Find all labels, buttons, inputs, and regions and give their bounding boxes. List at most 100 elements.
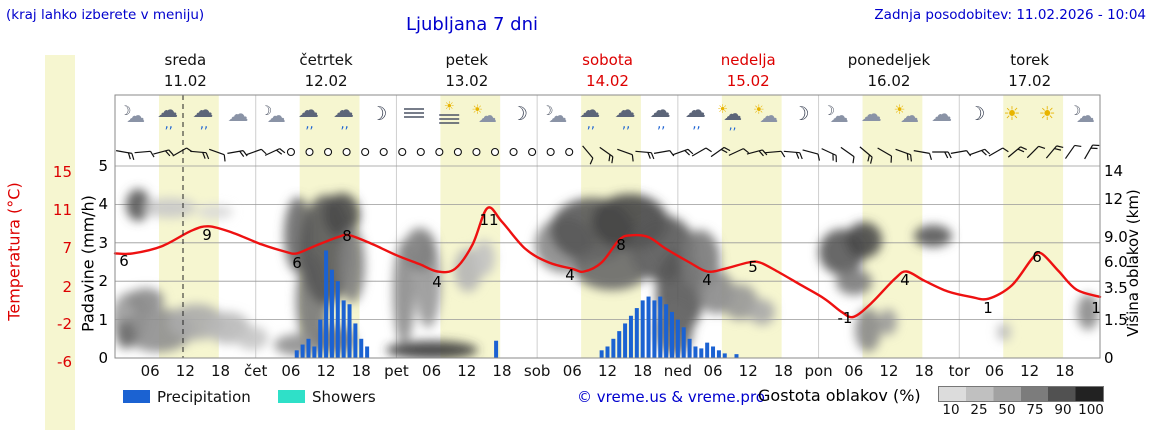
last-updated: Zadnja posodobitev: 11.02.2026 - 10:04 (874, 7, 1146, 23)
day-date: 16.02 (867, 72, 911, 90)
day-date: 14.02 (586, 72, 629, 90)
wind-barbs-row (116, 144, 1100, 165)
temp-value-label: -1 (838, 309, 853, 327)
rain-icon: ☁,, (615, 98, 636, 132)
temp-value-label: 4 (432, 273, 442, 291)
temp-value-label: 6 (119, 252, 129, 270)
x-tick-label: pet (384, 362, 409, 380)
moon-icon: ☽ (511, 103, 528, 125)
svg-text:☽: ☽ (120, 104, 132, 119)
cloud-density-label: Gostota oblakov (%) (758, 386, 921, 405)
temp-value-labels: 6 9 6 8 4 11 4 8 4 5 -1 4 1 6 1 (119, 211, 1101, 327)
cloud-icon: ☁ (931, 102, 952, 126)
svg-text:☽: ☽ (260, 104, 272, 119)
calm-wind-icon (342, 147, 351, 157)
wind-barb-icon (765, 150, 786, 158)
day-date: 17.02 (1008, 72, 1052, 90)
showers-legend-label: Showers (312, 388, 376, 406)
wind-barb-icon (653, 150, 675, 157)
sun-cloud-icon: ☀☁ (894, 103, 919, 127)
temp-value-label: 5 (748, 258, 758, 276)
temp-value-label: 1 (1091, 299, 1101, 317)
calm-wind-icon (323, 147, 333, 157)
rain-icon: ☁,, (579, 98, 600, 132)
precipitation-legend-label: Precipitation (157, 388, 251, 406)
svg-text:,,: ,, (165, 117, 173, 132)
temp-value-label: 9 (202, 226, 212, 244)
x-tick-label: pon (804, 362, 832, 380)
day-date: 12.02 (304, 72, 348, 90)
svg-text:,,: ,, (341, 117, 349, 132)
x-tick-label: tor (949, 362, 971, 380)
calm-wind-icon (565, 147, 574, 157)
calm-wind-icon (490, 147, 500, 157)
wind-barb-icon (1026, 145, 1046, 159)
x-tick-label: 18 (774, 362, 793, 380)
svg-text:☽: ☽ (542, 104, 554, 119)
svg-text:☁: ☁ (1076, 105, 1095, 127)
chart-frame (114, 94, 1101, 359)
x-tick-label: 18 (633, 362, 652, 380)
precipitation-bars (294, 250, 739, 358)
temp-value-label: 8 (616, 236, 626, 254)
wind-barb-icon (153, 149, 174, 157)
wind-barb-icon (134, 150, 155, 158)
precipitation-swatch (123, 390, 150, 403)
x-tick-label: 06 (141, 362, 160, 380)
x-axis-labels: 06 12 18 čet 06 12 18 pet 06 12 18 sob 06 12 18 ned 06 12… (141, 362, 1075, 380)
wind-barb-icon (783, 150, 803, 160)
rain-icon: ☁,, (157, 98, 178, 132)
credit-link[interactable]: © vreme.us & vreme.pro (577, 388, 765, 406)
showers-sun-icon: ☀☁,, (717, 102, 742, 132)
svg-text:☁: ☁ (615, 98, 636, 122)
svg-text:☁: ☁ (298, 98, 319, 122)
svg-text:☁: ☁ (548, 105, 567, 127)
weather-icons-row: ☽☁ ☁,,☁,, ☁ ☽☁ ☁,,☁,, ☽ ☀ ☀☁ ☽ ☽☁ ☁,,☁,,☁,,☁,,☀☁,,… (120, 98, 1095, 132)
x-tick-label: 06 (703, 362, 722, 380)
calm-wind-icon (416, 147, 425, 157)
x-tick-label: 18 (915, 362, 934, 380)
moon-cloud-icon: ☽☁ (542, 104, 567, 127)
cloud-density-layer (115, 189, 1099, 358)
wind-barb-icon (190, 150, 210, 160)
cloud-scale-value: 10 (942, 402, 960, 418)
x-tick-label: 12 (457, 362, 476, 380)
axis-tick-label: 1 (98, 311, 108, 329)
calm-wind-icon (286, 147, 296, 157)
cloud-axis-ticks: 14 12 9.0 6.0 3.5 1.5 0 (1104, 0, 1148, 443)
day-header-petek: petek 13.02 (396, 50, 537, 92)
svg-text:,,: ,, (692, 117, 700, 132)
cloud-icon: ☁ (861, 102, 882, 126)
moon-cloud-icon: ☽☁ (823, 104, 848, 127)
moon-icon: ☽ (370, 103, 387, 125)
svg-text:☽: ☽ (1070, 104, 1082, 119)
fog-icon (404, 108, 425, 118)
svg-text:☁: ☁ (267, 105, 286, 127)
axis-tick-label: 5 (98, 157, 108, 175)
x-tick-label: 18 (492, 362, 511, 380)
calm-wind-icon (435, 147, 444, 157)
wind-barb-icon (840, 146, 855, 164)
calm-wind-icon (398, 147, 407, 157)
day-header-torek: torek 17.02 (959, 50, 1100, 92)
x-tick-label: 12 (317, 362, 336, 380)
svg-text:,,: ,, (200, 117, 208, 132)
svg-text:,,: ,, (657, 117, 665, 132)
cloud-scale-value: 25 (970, 402, 988, 418)
svg-text:☁: ☁ (333, 98, 354, 122)
page-title: Ljubljana 7 dni (405, 14, 539, 35)
moon-icon: ☽ (968, 103, 985, 125)
wind-barb-icon (599, 146, 614, 164)
day-date: 11.02 (163, 72, 207, 90)
rain-icon: ☁,, (298, 98, 319, 132)
wind-barb-icon (950, 150, 972, 157)
x-tick-label: 12 (1020, 362, 1039, 380)
rain-icon: ☁,, (192, 98, 213, 132)
axis-tick-label: 11 (52, 201, 72, 219)
calm-wind-icon (453, 147, 462, 157)
svg-text:☁: ☁ (579, 98, 600, 122)
sun-icon: ☀ (1004, 103, 1021, 125)
svg-text:☁: ☁ (900, 105, 919, 127)
svg-text:☁: ☁ (478, 105, 497, 127)
